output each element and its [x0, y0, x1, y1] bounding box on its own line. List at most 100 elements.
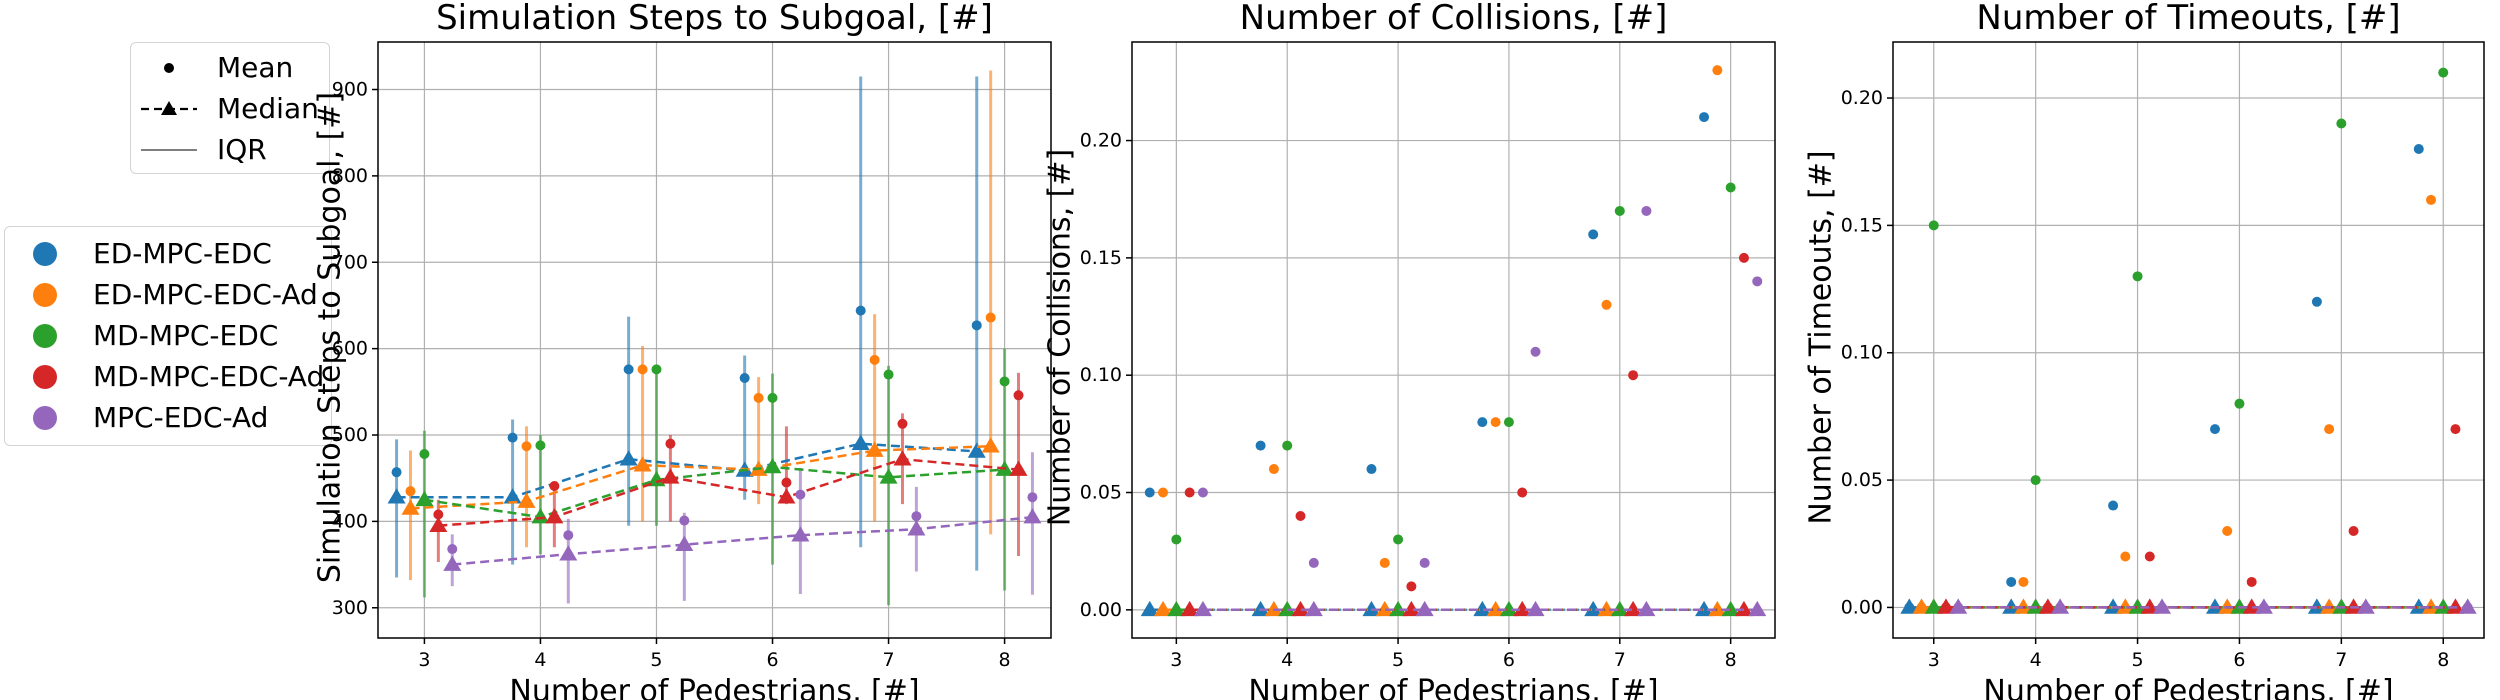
- median-line: [424, 465, 1005, 519]
- y-tick-label: 300: [332, 597, 368, 619]
- mean-point: [563, 530, 574, 541]
- median-marker: [1748, 600, 1767, 617]
- median-marker: [559, 545, 578, 561]
- x-tick-label: 7: [883, 649, 895, 671]
- mean-point: [897, 418, 908, 429]
- median-marker: [1597, 600, 1616, 617]
- mean-point: [1490, 417, 1501, 428]
- mean-point: [2144, 551, 2155, 562]
- mean-point: [2336, 118, 2347, 129]
- median-marker: [981, 437, 1000, 453]
- y-tick-label: 0.00: [1080, 599, 1122, 621]
- median-marker: [1624, 600, 1643, 617]
- x-tick-label: 7: [2335, 649, 2347, 671]
- mean-point: [1916, 602, 1927, 613]
- median-marker: [1924, 598, 1943, 614]
- x-tick-label: 3: [1928, 649, 1940, 671]
- median-marker: [2140, 598, 2159, 614]
- mean-point: [1282, 440, 1293, 451]
- y-tick-label: 0.00: [1841, 596, 1883, 618]
- median-marker: [865, 441, 884, 457]
- method-dot-icon: [15, 405, 75, 430]
- mean-point: [2426, 194, 2437, 205]
- x-tick-label: 5: [650, 649, 662, 671]
- mean-point: [855, 305, 866, 316]
- mean-point: [419, 449, 430, 460]
- mean-point: [1171, 534, 1182, 545]
- x-tick-label: 5: [2132, 649, 2144, 671]
- method-dot-icon: [15, 241, 75, 266]
- legend-methods: ED-MPC-EDC ED-MPC-EDC-Ad MD-MPC-EDC MD-M…: [4, 226, 332, 446]
- mean-point: [2132, 271, 2143, 282]
- median-marker: [1140, 600, 1159, 617]
- median-marker: [619, 450, 638, 466]
- median-marker: [2332, 598, 2351, 614]
- median-marker: [1167, 600, 1186, 617]
- y-axis-label: Simulation Steps to Subgoal, [#]: [312, 91, 348, 584]
- median-marker: [429, 516, 448, 533]
- y-tick-label: 800: [332, 165, 368, 187]
- median-marker: [2344, 598, 2363, 614]
- y-tick-label: 0.15: [1841, 214, 1883, 236]
- median-marker: [851, 434, 870, 450]
- median-marker: [1251, 600, 1270, 617]
- median-marker: [2446, 598, 2465, 614]
- mean-point: [2258, 602, 2269, 613]
- mean-point: [781, 477, 792, 488]
- median-marker: [1193, 600, 1212, 617]
- mean-point: [1027, 492, 1038, 503]
- mean-point: [2222, 526, 2233, 537]
- mean-point: [1530, 346, 1541, 357]
- mean-point: [623, 364, 634, 375]
- median-marker: [1375, 600, 1394, 617]
- mean-point: [2042, 602, 2053, 613]
- mean-point: [447, 544, 458, 555]
- legend-item-method: ED-MPC-EDC: [15, 233, 321, 274]
- mean-point: [1013, 390, 1024, 401]
- median-marker: [545, 508, 564, 524]
- chart-title: Simulation Steps to Subgoal, [#]: [436, 0, 993, 38]
- chart-title: Number of Timeouts, [#]: [1976, 0, 2401, 38]
- median-marker: [1415, 600, 1434, 617]
- mean-point: [1477, 417, 1488, 428]
- mean-point: [2438, 67, 2449, 78]
- mean-point: [549, 480, 560, 491]
- y-tick-label: 0.15: [1080, 247, 1122, 269]
- y-tick-label: 0.10: [1080, 364, 1122, 386]
- mean-point: [985, 312, 996, 323]
- x-tick-label: 8: [2437, 649, 2449, 671]
- median-marker: [2002, 598, 2021, 614]
- legend-label-mean: Mean: [217, 51, 294, 84]
- median-marker: [1721, 600, 1740, 617]
- mean-point: [2018, 576, 2029, 587]
- mean-point: [1393, 534, 1404, 545]
- mean-point: [2120, 551, 2131, 562]
- chart-panel: 3 4 5 6 7 8 0.00 0.05 0.10 0.15 0.20: [1080, 41, 1776, 671]
- mean-point: [2348, 526, 2359, 537]
- mean-point: [433, 509, 444, 520]
- x-axis-label: Number of Pedestrians, [#]: [1248, 674, 1659, 700]
- mean-symbol-icon: [139, 56, 199, 80]
- legend-label-median: Median: [217, 92, 319, 125]
- median-marker: [1023, 508, 1042, 524]
- x-tick-label: 4: [1281, 649, 1293, 671]
- mean-point: [1712, 65, 1723, 76]
- median-marker: [401, 499, 420, 515]
- mean-point: [1184, 487, 1195, 498]
- mean-point: [2209, 424, 2220, 435]
- chart-panel: 3 4 5 6 7 8 300 400 500 600 700 800 900: [332, 41, 1052, 671]
- mean-point: [739, 373, 750, 384]
- mean-point: [1144, 487, 1155, 498]
- median-marker: [2307, 598, 2326, 614]
- mean-point: [1197, 487, 1208, 498]
- x-axis-label: Number of Pedestrians, [#]: [509, 674, 920, 700]
- legend-label-method: ED-MPC-EDC-Ad: [93, 278, 318, 311]
- plot-frame: [1131, 41, 1776, 639]
- mean-point: [405, 486, 416, 497]
- mean-point: [1406, 581, 1417, 592]
- y-tick-label: 0.20: [1080, 130, 1122, 152]
- y-tick-label: 900: [332, 79, 368, 101]
- median-marker: [387, 488, 406, 504]
- median-marker: [1154, 600, 1173, 617]
